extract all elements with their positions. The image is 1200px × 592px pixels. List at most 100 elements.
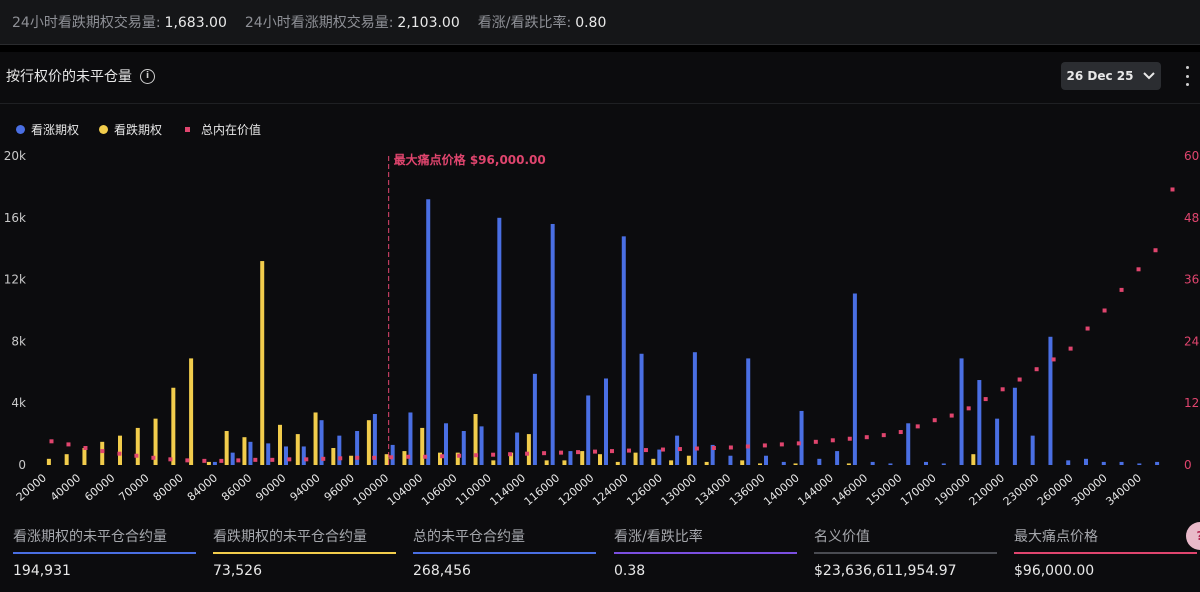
panel-title: 按行权价的未平仓量 i [6,66,155,86]
summary-ratio-underline [614,552,797,554]
open-interest-chart: 0 4k 8k 12k 16k 20k 0 120 240 360 480 600 最大痛点价格 $96… [4,149,1200,508]
put-bar [295,434,300,465]
call-bar [444,423,448,465]
put-bar [562,460,567,465]
put-bar [971,454,976,465]
x-tick-label: 230000 [1001,471,1042,508]
call-bar [532,373,537,465]
intrinsic-marker [779,442,784,447]
put-bar [206,461,211,465]
intrinsic-marker [1000,387,1005,392]
y-tick-label: 20k [4,149,26,163]
x-tick-label: 84000 [185,471,220,503]
call-bar [461,431,466,465]
x-tick-label: 70000 [116,471,151,503]
x-tick-label: 20000 [14,471,49,503]
summary-total-oi: 总的未平仓合约量 268,456 [413,526,598,579]
intrinsic-marker [406,454,411,459]
summary-notional-label: 名义价值 [814,529,870,545]
put-bar [473,414,478,465]
max-pain-annotation: 最大痛点价格 $96,000.00 [394,152,546,167]
legend-intrinsic-label: 总内在价值 [201,123,262,137]
x-tick-label: 114000 [487,471,528,508]
intrinsic-marker [1170,187,1175,192]
call-bar [284,446,288,465]
call-bar [1030,435,1035,465]
put-bar [135,427,140,465]
call-bar [977,380,982,465]
call-bar [479,426,484,465]
x-tick-label: 116000 [522,471,563,508]
legend-calls[interactable]: 看涨期权 [16,121,79,138]
x-tick-label: 90000 [253,471,288,503]
call-bar [924,461,928,465]
put-bar [758,463,762,465]
call-bar [675,435,680,465]
intrinsic-marker [151,455,156,460]
put-bar [633,452,638,465]
call-bar [888,463,893,465]
call-bar [657,449,662,465]
intrinsic-marker [185,458,190,463]
legend-intrinsic[interactable]: 总内在价值 [182,121,261,138]
legend-puts-label: 看跌期权 [114,123,163,137]
summary-max-pain: 最大痛点价格 $96,000.00 [1014,526,1199,579]
intrinsic-marker [457,453,462,458]
call-bar [248,441,253,465]
intrinsic-marker [1017,377,1022,382]
x-tick-label: 140000 [761,471,802,508]
call-bar [586,395,591,465]
floating-help-badge[interactable]: ? [1186,522,1200,550]
call-bar [870,461,875,465]
put-bar [100,441,105,465]
call-put-ratio-value: 0.80 [575,15,607,31]
summary-notional-underline [814,552,997,554]
intrinsic-marker [660,447,665,452]
x-tick-label: 190000 [932,471,973,508]
more-options-icon[interactable] [1182,66,1192,86]
intrinsic-marker [1136,267,1141,272]
intrinsic-marker [168,457,173,462]
summary-notional-value: $23,636,611,954.97 [814,563,957,579]
x-tick-label: 170000 [898,471,939,508]
put-bar [438,452,442,465]
y2-tick-label: 360 [1184,273,1200,287]
x-tick-label: 80000 [151,471,186,503]
put-bar [46,458,51,465]
call-bar [372,414,377,465]
call-bar [692,352,697,465]
intrinsic-marker [728,445,733,450]
expiry-date-select[interactable]: 26 Dec 25 [1061,62,1161,90]
call-volume-stat: 24小时看涨期权交易量: 2,103.00 [245,12,460,32]
summary-ratio: 看涨/看跌比率 0.38 [614,526,799,579]
summary-put-oi-underline [213,552,396,554]
x-tick-label: 124000 [590,471,631,508]
put-bar [669,460,674,465]
x-tick-label: 126000 [624,471,665,508]
intrinsic-marker [270,457,275,462]
x-tick-label: 146000 [830,471,871,508]
legend-puts[interactable]: 看跌期权 [99,121,162,138]
info-icon[interactable]: i [140,68,155,84]
put-volume-value: 1,683.00 [164,15,227,31]
put-bar [526,434,531,465]
intrinsic-marker [813,439,818,444]
intrinsic-marker [711,446,716,451]
put-bar [366,420,371,465]
call-bar [266,443,271,465]
summary-put-oi-value: 73,526 [213,563,262,579]
put-bar [651,458,656,465]
intrinsic-marker [389,455,394,460]
put-bar [740,460,745,465]
x-tick-label: 120000 [556,471,597,508]
call-bar [1137,463,1142,465]
call-bar [337,435,342,465]
intrinsic-marker [762,443,767,448]
intrinsic-marker [847,436,852,441]
x-tick-label: 144000 [795,471,836,508]
intrinsic-marker [372,455,377,460]
legend-calls-label: 看涨期权 [31,123,80,137]
open-interest-panel [0,52,1200,592]
y2-tick-label: 480 [1184,211,1200,225]
call-bar [390,444,395,465]
